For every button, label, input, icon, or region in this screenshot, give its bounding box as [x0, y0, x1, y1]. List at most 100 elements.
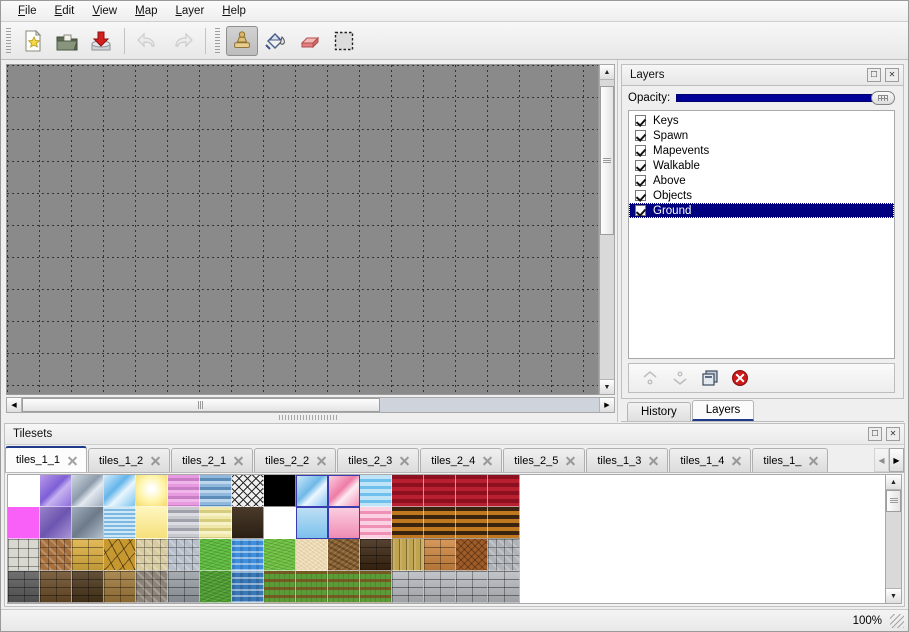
toolbar-grip-tools[interactable]: [214, 27, 222, 54]
redo-button[interactable]: [166, 26, 198, 56]
select-tool-button[interactable]: [328, 26, 360, 56]
tileset-tile[interactable]: [8, 539, 40, 571]
float-window-icon[interactable]: ☐: [868, 427, 882, 441]
tileset-tab-close-icon[interactable]: [67, 455, 78, 466]
tileset-tile[interactable]: [488, 507, 520, 539]
tileset-tab-close-icon[interactable]: [731, 455, 742, 466]
tileset-tile[interactable]: [488, 539, 520, 571]
tileset-tile[interactable]: [424, 507, 456, 539]
map-vertical-scrollbar[interactable]: ▲ ▼: [599, 64, 615, 395]
tileset-tab-close-icon[interactable]: [316, 455, 327, 466]
layer-row[interactable]: Above: [629, 173, 894, 188]
tileset-tile[interactable]: [264, 571, 296, 603]
tileset-tab-close-icon[interactable]: [233, 455, 244, 466]
new-map-button[interactable]: [17, 26, 49, 56]
dock-tab-history[interactable]: History: [627, 402, 691, 421]
tileset-tab-tiles_1_3[interactable]: tiles_1_3: [586, 448, 669, 472]
tileset-tile[interactable]: [40, 475, 72, 507]
tileset-tile[interactable]: [8, 507, 40, 539]
tileset-tab-close-icon[interactable]: [150, 455, 161, 466]
tileset-tab-close-icon[interactable]: [565, 455, 576, 466]
tileset-tile[interactable]: [392, 507, 424, 539]
tileset-tile[interactable]: [40, 539, 72, 571]
tileset-scroll-up-arrow-icon[interactable]: ▲: [886, 475, 901, 490]
toolbar-grip-left[interactable]: [5, 27, 13, 54]
tileset-tile[interactable]: [328, 571, 360, 603]
tileset-tab-tiles_1_4[interactable]: tiles_1_4: [669, 448, 752, 472]
tileset-tile[interactable]: [136, 507, 168, 539]
hscroll-track[interactable]: [22, 398, 599, 412]
layer-visibility-checkbox[interactable]: [635, 160, 646, 171]
tileset-tab-tiles_1_2[interactable]: tiles_1_2: [88, 448, 171, 472]
tileset-tile[interactable]: [424, 571, 456, 603]
tileset-tile[interactable]: [200, 571, 232, 603]
tileset-tile[interactable]: [360, 539, 392, 571]
tileset-tile[interactable]: [200, 507, 232, 539]
delete-layer-button[interactable]: [727, 366, 753, 390]
tileset-tile[interactable]: [264, 507, 296, 539]
tileset-tile[interactable]: [136, 539, 168, 571]
tileset-tab-close-icon[interactable]: [808, 455, 819, 466]
layer-visibility-checkbox[interactable]: [635, 190, 646, 201]
tileset-tile[interactable]: [392, 475, 424, 507]
tileset-tab-tiles_1_1[interactable]: tiles_1_1: [5, 446, 88, 472]
duplicate-layer-button[interactable]: [697, 366, 723, 390]
tileset-tab-close-icon[interactable]: [399, 455, 410, 466]
fill-tool-button[interactable]: [260, 26, 292, 56]
tileset-tile[interactable]: [360, 507, 392, 539]
tileset-tab-tiles_2_4[interactable]: tiles_2_4: [420, 448, 503, 472]
menu-view[interactable]: View: [92, 4, 118, 17]
tileset-tile[interactable]: [200, 475, 232, 507]
tileset-vscroll-thumb[interactable]: [886, 490, 901, 512]
scroll-up-arrow-icon[interactable]: ▲: [600, 65, 614, 80]
layer-visibility-checkbox[interactable]: [635, 205, 646, 216]
scroll-left-arrow-icon[interactable]: ◀: [7, 398, 22, 412]
tileset-tile[interactable]: [168, 507, 200, 539]
tileset-tile[interactable]: [328, 507, 360, 539]
open-map-button[interactable]: [51, 26, 83, 56]
tileset-tile[interactable]: [392, 539, 424, 571]
layer-row[interactable]: Objects: [629, 188, 894, 203]
tileset-tile[interactable]: [72, 475, 104, 507]
menu-file[interactable]: File: [18, 4, 37, 17]
close-icon[interactable]: ✕: [886, 427, 900, 441]
tileset-tile[interactable]: [296, 539, 328, 571]
tileset-tile[interactable]: [72, 507, 104, 539]
save-map-button[interactable]: [85, 26, 117, 56]
window-resize-grip[interactable]: [890, 613, 904, 628]
layer-row[interactable]: Spawn: [629, 128, 894, 143]
tileset-tile[interactable]: [104, 571, 136, 603]
tileset-tile[interactable]: [296, 507, 328, 539]
layer-row[interactable]: Keys: [629, 113, 894, 128]
tileset-tile[interactable]: [168, 475, 200, 507]
tileset-tile[interactable]: [232, 539, 264, 571]
tileset-tile[interactable]: [232, 571, 264, 603]
canvas-splitter-handle[interactable]: [1, 413, 617, 422]
close-icon[interactable]: ✕: [885, 68, 899, 82]
tileset-tile[interactable]: [72, 571, 104, 603]
move-layer-down-button[interactable]: [667, 366, 693, 390]
tileset-tile[interactable]: [136, 571, 168, 603]
tileset-scroll-down-arrow-icon[interactable]: ▼: [886, 588, 901, 603]
tileset-tile[interactable]: [264, 475, 296, 507]
stamp-tool-button[interactable]: [226, 25, 258, 56]
tileset-tab-close-icon[interactable]: [482, 455, 493, 466]
tileset-tile[interactable]: [424, 475, 456, 507]
vscroll-thumb[interactable]: [600, 85, 614, 236]
tileset-tab-tiles_2_1[interactable]: tiles_2_1: [171, 448, 254, 472]
tileset-tile[interactable]: [8, 571, 40, 603]
tileset-tile[interactable]: [136, 475, 168, 507]
tileset-tile[interactable]: [456, 507, 488, 539]
tileset-tile[interactable]: [360, 571, 392, 603]
tileset-tab-tiles_2_5[interactable]: tiles_2_5: [503, 448, 586, 472]
triangle-right-icon[interactable]: ▶: [889, 448, 904, 472]
layer-row[interactable]: Ground: [629, 203, 894, 218]
tileset-tile[interactable]: [296, 475, 328, 507]
layer-visibility-checkbox[interactable]: [635, 145, 646, 156]
float-window-icon[interactable]: ☐: [867, 68, 881, 82]
tileset-tile[interactable]: [232, 507, 264, 539]
layer-list[interactable]: Keys Spawn Mapevents Walkable Above Objects Gr…: [628, 110, 895, 359]
tileset-vscroll-track[interactable]: [886, 490, 901, 588]
tileset-tile[interactable]: [424, 539, 456, 571]
undo-button[interactable]: [132, 26, 164, 56]
